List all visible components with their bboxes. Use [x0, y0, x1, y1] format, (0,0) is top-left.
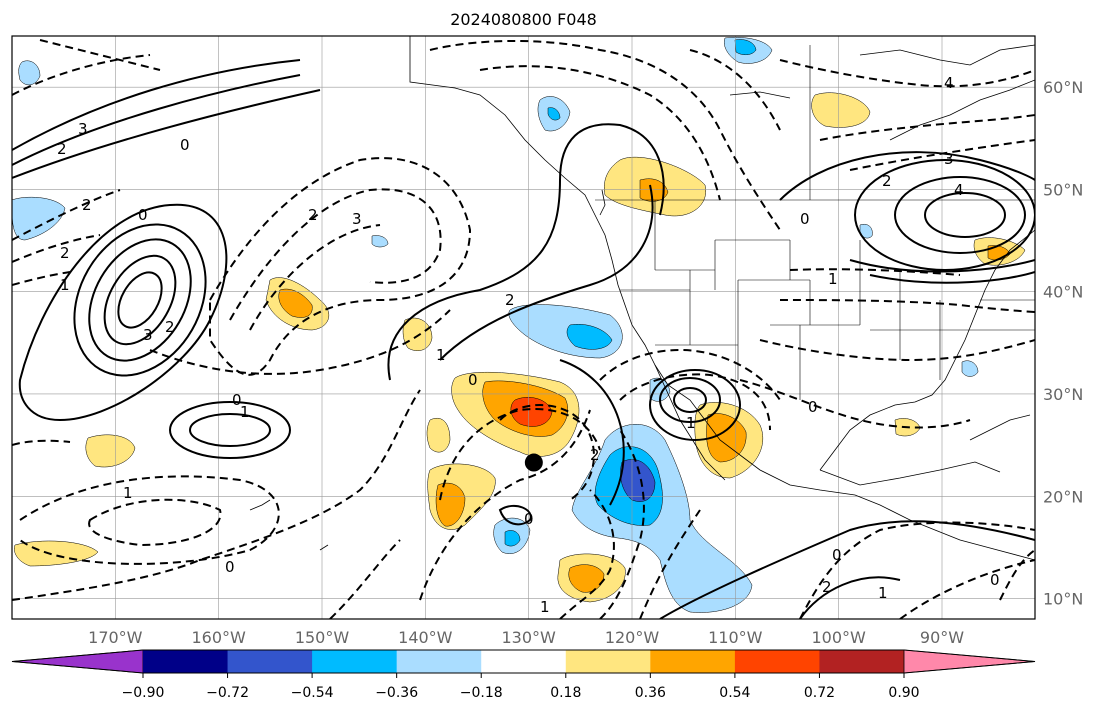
longitude-tick-label: 160°W [191, 628, 246, 647]
colorbar-tick-label: −0.36 [375, 685, 418, 701]
contour-label: 1 [123, 484, 133, 502]
contour-label: 2 [308, 206, 318, 224]
map-gridlines [12, 36, 1035, 619]
contour-label: 2 [165, 318, 175, 336]
contour-label: 2 [60, 244, 70, 262]
colorbar-tick-label: 0.72 [804, 685, 835, 701]
colorbar-tick-label: −0.54 [291, 685, 334, 701]
coastlines [249, 36, 1035, 561]
longitude-tick-label: 140°W [398, 628, 453, 647]
colorbar-segment [819, 650, 905, 673]
contour-label: 2 [882, 172, 892, 190]
colorbar-segment [565, 650, 651, 673]
latitude-tick-label: 10°N [1043, 590, 1083, 609]
solid-contours [12, 59, 1035, 619]
colorbar-tick-label: −0.90 [122, 685, 165, 701]
contour-label: 2 [82, 196, 92, 214]
map-title: 2024080800 F048 [450, 10, 597, 29]
colorbar-extend-low [11, 649, 144, 674]
longitude-tick-label: 90°W [920, 628, 964, 647]
contour-label: 1 [540, 598, 550, 616]
colorbar-segment [143, 650, 229, 673]
longitude-tick-label: 100°W [811, 628, 866, 647]
longitude-tick-labels: 170°W 160°W 150°W 140°W 130°W 120°W 110°W 100°W… [88, 628, 964, 647]
contour-label: 0 [138, 206, 148, 224]
contour-label: 0 [832, 546, 842, 564]
colorbar-segment [396, 650, 482, 673]
contour-label: 4 [944, 74, 954, 92]
contour-label: 1 [436, 346, 446, 364]
latitude-tick-label: 40°N [1043, 283, 1083, 302]
contour-labels: 2 3 2 1 0 2 1 2 3 0 1 0 1 2 3 4 0 0 1 2 … [57, 74, 1000, 616]
longitude-tick-label: 120°W [605, 628, 660, 647]
contour-label: 4 [954, 181, 964, 199]
colorbar-tick-label: 0.36 [635, 685, 666, 701]
longitude-tick-label: 110°W [708, 628, 763, 647]
contour-label: 0 [225, 558, 235, 576]
colorbar-tick-label: −0.72 [206, 685, 249, 701]
longitude-tick-label: 150°W [295, 628, 350, 647]
contour-label: 1 [240, 403, 250, 421]
contour-label: 0 [180, 136, 190, 154]
contour-label: 1 [828, 270, 838, 288]
shaded-anomaly-layer [12, 37, 1026, 613]
political-borders [595, 45, 1035, 400]
latitude-tick-label: 20°N [1043, 487, 1083, 506]
contour-label: 2 [505, 291, 515, 309]
contour-label: 0 [468, 371, 478, 389]
colorbar-segment [481, 650, 567, 673]
contour-label: 0 [808, 398, 818, 416]
latitude-tick-label: 30°N [1043, 385, 1083, 404]
colorbar-segment [312, 650, 398, 673]
contour-label: 3 [143, 326, 153, 344]
dashed-contours [12, 39, 1035, 619]
latitude-tick-label: 60°N [1043, 78, 1083, 97]
contour-label: 3 [78, 120, 88, 138]
colorbar-tick-label: 0.90 [888, 685, 919, 701]
longitude-tick-label: 170°W [88, 628, 143, 647]
contour-label: 0 [990, 571, 1000, 589]
colorbar-segment [650, 650, 736, 673]
contour-label: 2 [822, 578, 832, 596]
contour-label: 0 [800, 210, 810, 228]
longitude-tick-label: 130°W [501, 628, 556, 647]
latitude-tick-label: 50°N [1043, 180, 1083, 199]
contour-label: 0 [524, 510, 534, 528]
colorbar [11, 649, 1036, 674]
location-marker [524, 453, 543, 472]
contour-label: 0 [232, 391, 242, 409]
colorbar-tick-label: 0.18 [550, 685, 581, 701]
colorbar-extend-high [903, 649, 1036, 674]
contour-label: 3 [944, 150, 954, 168]
contour-label: 1 [60, 276, 70, 294]
contour-label: 2 [590, 446, 600, 464]
latitude-tick-labels: 60°N 50°N 40°N 30°N 20°N 10°N [1043, 78, 1083, 608]
map-frame [11, 35, 1036, 620]
colorbar-tick-label: −0.18 [460, 685, 503, 701]
contour-label: 1 [878, 584, 888, 602]
colorbar-tick-labels: −0.90 −0.72 −0.54 −0.36 −0.18 0.18 0.36 0.54 0.7… [122, 673, 920, 701]
colorbar-tick-label: 0.54 [719, 685, 750, 701]
colorbar-segment [227, 650, 313, 673]
contour-label: 1 [686, 414, 696, 432]
colorbar-segment [734, 650, 820, 673]
contour-label: 2 [57, 140, 67, 158]
contour-label: 3 [352, 210, 362, 228]
